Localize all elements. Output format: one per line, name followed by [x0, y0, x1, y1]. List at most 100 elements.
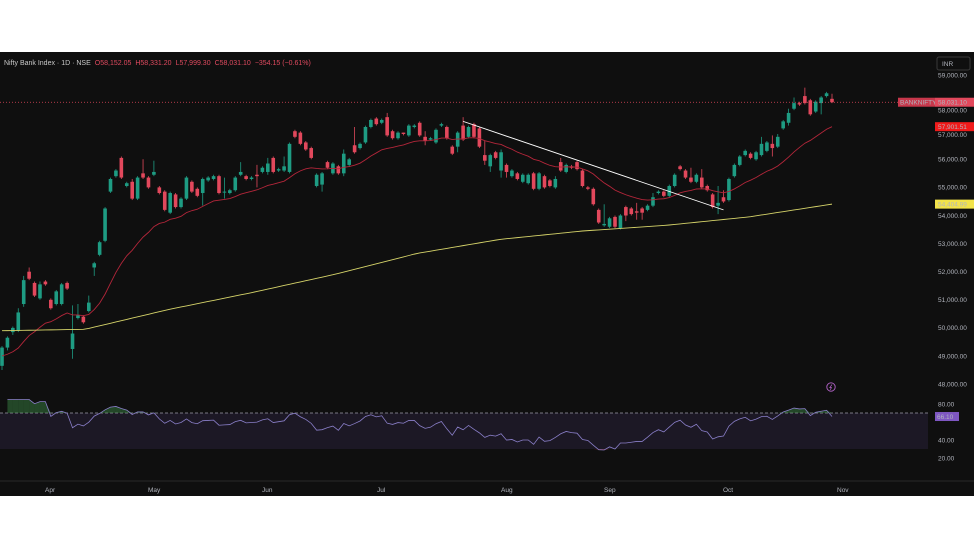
candle	[618, 214, 623, 230]
candle-body	[434, 129, 438, 143]
candle-body	[16, 312, 21, 331]
candle-body	[537, 173, 541, 189]
candle	[385, 112, 389, 137]
candle-body	[748, 153, 753, 158]
candle	[629, 207, 634, 216]
candle	[195, 187, 200, 198]
candle-body	[640, 208, 644, 213]
rsi-band	[0, 413, 928, 449]
candle-body	[651, 197, 655, 206]
rsi-overbought-fill	[7, 399, 13, 413]
candle-body	[369, 119, 373, 127]
candle	[363, 125, 368, 144]
candle	[65, 281, 69, 290]
symbol-legend[interactable]: Nifty Bank Index · 1D · NSE O58,152.05 H…	[4, 60, 311, 67]
chart-background	[0, 52, 974, 496]
candle-body	[493, 152, 498, 158]
candle	[819, 96, 823, 115]
candle-body	[0, 347, 4, 366]
candle-body	[325, 162, 330, 168]
candle	[830, 93, 834, 104]
candle-body	[618, 215, 623, 229]
candle	[59, 282, 64, 306]
candle-body	[27, 271, 31, 279]
candle-body	[483, 155, 487, 161]
candle-body	[146, 177, 151, 188]
candle	[737, 155, 742, 167]
candle	[162, 190, 167, 212]
rsi-tick-label: 20.00	[938, 455, 955, 462]
candle	[748, 152, 753, 160]
candle	[743, 149, 748, 157]
candle-body	[792, 103, 796, 109]
rsi-overbought-fill	[821, 410, 827, 413]
candle-body	[596, 209, 601, 223]
candle	[732, 163, 737, 178]
candle-body	[624, 207, 628, 216]
candle	[607, 216, 612, 229]
candle	[662, 190, 666, 198]
candle-body	[727, 178, 731, 201]
candle	[54, 289, 59, 306]
symbol-title[interactable]: Nifty Bank Index · 1D · NSE	[4, 60, 91, 67]
rsi-overbought-fill	[18, 399, 24, 413]
candle-body	[716, 202, 720, 206]
candle	[640, 207, 644, 220]
candle-body	[271, 157, 276, 172]
candle	[678, 164, 682, 171]
rsi-pane[interactable]: 80.00 40.00 20.00 66.10	[0, 399, 959, 463]
candle	[526, 173, 531, 185]
candle	[325, 160, 330, 170]
candle-body	[32, 282, 37, 296]
candle-body	[477, 128, 482, 147]
candle	[765, 141, 769, 153]
rsi-overbought-fill	[788, 408, 795, 413]
candle-body	[531, 173, 536, 189]
candle	[238, 162, 243, 177]
rsi-overbought-fill	[804, 408, 811, 413]
candle-body	[445, 126, 449, 139]
candle-body	[461, 125, 465, 140]
candle-body	[233, 177, 238, 191]
candle-body	[808, 100, 813, 115]
candle-body	[786, 112, 791, 123]
candle	[390, 129, 395, 140]
candle-body	[228, 190, 232, 194]
trendline-drawing[interactable]	[462, 120, 724, 211]
lightning-circle-icon[interactable]	[826, 382, 836, 392]
candle	[298, 131, 303, 146]
candle-body	[130, 181, 134, 199]
candle-body	[168, 193, 172, 213]
price-axis[interactable]: 59,000.00 58,000.00 57,000.00 56,000.00 55,0…	[938, 72, 967, 388]
candle	[130, 178, 134, 201]
candle	[667, 184, 672, 198]
candle-body	[379, 119, 384, 123]
candle-body	[412, 125, 417, 127]
candle	[466, 125, 471, 139]
price-pane[interactable]	[0, 87, 834, 371]
time-label-jun: Jun	[262, 487, 273, 494]
candle-body	[358, 143, 362, 149]
candle	[824, 91, 829, 98]
candle-body	[108, 178, 113, 192]
candle-body	[195, 188, 200, 196]
candle	[228, 188, 232, 195]
candle	[16, 308, 21, 333]
candle	[786, 108, 791, 126]
candle	[520, 173, 525, 184]
candle-body	[211, 176, 216, 179]
candle-body	[553, 178, 558, 188]
candle	[260, 166, 265, 174]
candle	[244, 174, 248, 181]
time-axis[interactable]: Apr May Jun Jul Aug Sep Oct Nov	[45, 487, 849, 494]
candle	[119, 156, 124, 179]
candle-body	[114, 170, 118, 177]
candle	[499, 149, 503, 178]
candle	[179, 197, 183, 209]
candle-body	[455, 132, 460, 147]
candle	[287, 142, 292, 174]
currency-button[interactable]: INR	[936, 56, 971, 71]
ema-line	[1, 126, 833, 357]
candle	[369, 118, 373, 129]
